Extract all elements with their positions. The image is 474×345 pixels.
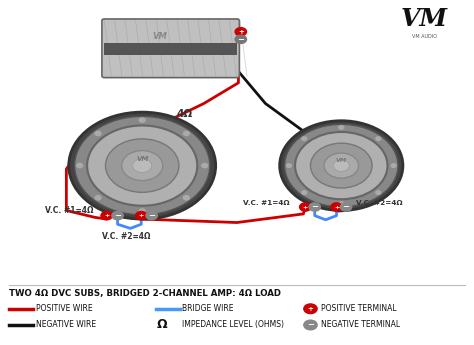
Text: VM: VM: [136, 156, 148, 162]
Text: −: −: [311, 203, 318, 211]
Circle shape: [202, 164, 208, 168]
Circle shape: [302, 137, 307, 140]
Text: NEGATIVE WIRE: NEGATIVE WIRE: [36, 321, 96, 329]
FancyBboxPatch shape: [102, 19, 239, 78]
Text: −: −: [343, 203, 349, 211]
Text: +: +: [302, 205, 308, 209]
Circle shape: [235, 35, 246, 43]
Text: VM: VM: [336, 158, 347, 163]
Circle shape: [133, 159, 152, 172]
Circle shape: [105, 139, 179, 193]
Circle shape: [339, 126, 344, 129]
Text: NEGATIVE TERMINAL: NEGATIVE TERMINAL: [321, 321, 401, 329]
Text: −: −: [237, 35, 244, 44]
Circle shape: [146, 211, 157, 220]
Circle shape: [95, 196, 101, 200]
FancyBboxPatch shape: [104, 43, 237, 55]
Text: +: +: [308, 306, 313, 312]
Text: V.C. #2=4Ω: V.C. #2=4Ω: [102, 232, 151, 241]
Circle shape: [304, 320, 317, 330]
Text: V.C. #1=4Ω: V.C. #1=4Ω: [243, 199, 289, 206]
Text: IMPEDANCE LEVEL (OHMS): IMPEDANCE LEVEL (OHMS): [182, 321, 284, 329]
Circle shape: [376, 137, 381, 140]
Text: VM: VM: [401, 7, 448, 31]
Circle shape: [74, 116, 210, 215]
Text: −: −: [307, 321, 314, 329]
Circle shape: [235, 28, 246, 36]
Text: TWO 4Ω DVC SUBS, BRIDGED 2-CHANNEL AMP: 4Ω LOAD: TWO 4Ω DVC SUBS, BRIDGED 2-CHANNEL AMP: …: [9, 289, 282, 298]
Circle shape: [339, 202, 344, 206]
Text: +: +: [238, 29, 244, 35]
Circle shape: [376, 191, 381, 194]
Text: Ω: Ω: [156, 318, 167, 332]
Circle shape: [95, 131, 101, 136]
Text: V.C. #1=4Ω: V.C. #1=4Ω: [45, 206, 93, 215]
Circle shape: [101, 211, 112, 220]
Circle shape: [331, 203, 342, 211]
Text: +: +: [104, 213, 109, 218]
Circle shape: [324, 153, 358, 178]
Circle shape: [112, 211, 123, 220]
Circle shape: [391, 164, 396, 167]
Text: +: +: [138, 213, 144, 218]
Text: VM: VM: [153, 32, 167, 41]
Circle shape: [295, 132, 387, 199]
Text: V.C. #2=4Ω: V.C. #2=4Ω: [356, 199, 402, 206]
Circle shape: [309, 203, 320, 211]
Circle shape: [302, 191, 307, 194]
Circle shape: [139, 209, 145, 213]
Circle shape: [300, 203, 311, 211]
Text: POSITIVE TERMINAL: POSITIVE TERMINAL: [321, 304, 397, 313]
Circle shape: [183, 196, 189, 200]
Text: VM AUDIO: VM AUDIO: [412, 34, 437, 39]
Circle shape: [122, 151, 163, 180]
Text: POSITIVE WIRE: POSITIVE WIRE: [36, 304, 92, 313]
Circle shape: [304, 304, 317, 314]
Circle shape: [139, 118, 145, 122]
Circle shape: [280, 121, 403, 210]
Text: −: −: [114, 211, 121, 220]
Circle shape: [69, 112, 216, 219]
Text: −: −: [148, 211, 155, 220]
Circle shape: [310, 143, 372, 188]
Circle shape: [333, 160, 349, 171]
Circle shape: [183, 131, 189, 136]
Text: 4Ω: 4Ω: [177, 109, 193, 119]
Circle shape: [286, 164, 292, 167]
Circle shape: [87, 126, 197, 206]
Circle shape: [284, 124, 398, 207]
Circle shape: [340, 203, 352, 211]
Text: BRIDGE WIRE: BRIDGE WIRE: [182, 304, 234, 313]
Text: +: +: [334, 205, 339, 209]
Circle shape: [77, 164, 82, 168]
Circle shape: [136, 211, 147, 220]
